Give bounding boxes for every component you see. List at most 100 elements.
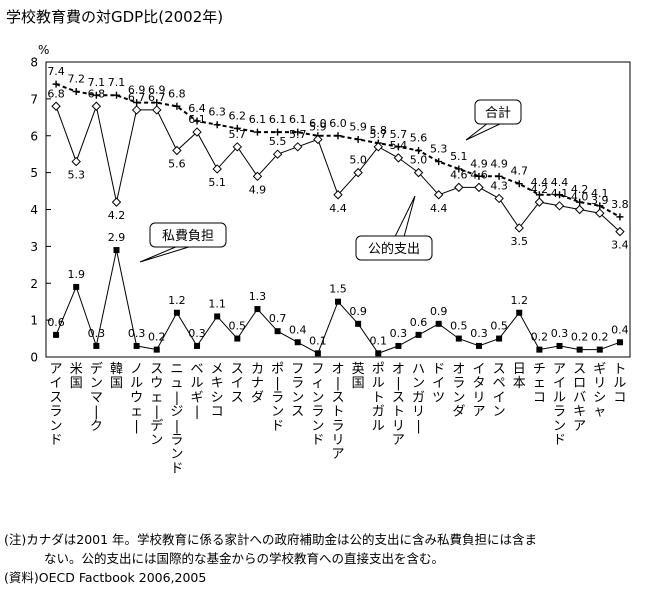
data-label-total: 6.3: [208, 106, 226, 119]
data-point-public: [131, 105, 142, 115]
callout-total-text: 合計: [485, 105, 511, 121]
data-point-total: [52, 80, 60, 88]
data-point-public: [454, 182, 464, 193]
data-point-public: [212, 164, 222, 174]
x-tick-label: オ|ストリア: [392, 362, 405, 448]
x-tick-label: オランダ: [452, 362, 465, 420]
data-point-total: [394, 143, 402, 151]
data-label-total: 4.4: [551, 176, 569, 189]
data-point-public: [91, 101, 102, 111]
x-tick-label: デンマ|ク: [90, 361, 103, 434]
data-label-total: 6.4: [188, 102, 206, 115]
data-label-public: 6.1: [188, 113, 206, 126]
data-point-private: [516, 309, 523, 316]
data-point-private: [395, 342, 402, 349]
data-label-total: 5.7: [390, 128, 408, 141]
data-point-public: [51, 101, 61, 111]
notes: (注)カナダは2001 年。学校教育に係る家計への政府補助金は公的支出に含み私費…: [4, 530, 650, 587]
data-point-public: [373, 142, 383, 152]
data-point-total: [334, 132, 342, 140]
data-label-total: 6.9: [128, 84, 146, 97]
data-point-total: [294, 128, 302, 136]
data-point-total: [193, 117, 201, 125]
x-tick-label: ニュ|ジ|ランド: [170, 362, 183, 476]
data-label-public: 5.6: [168, 158, 186, 171]
data-label-private: 0.3: [390, 327, 408, 340]
data-label-total: 4.7: [510, 165, 528, 178]
data-point-total: [556, 191, 564, 199]
callout-public-box: [355, 235, 433, 261]
data-label-total: 4.2: [571, 183, 589, 196]
data-label-public: 5.7: [289, 128, 307, 141]
data-label-total: 7.1: [108, 76, 126, 89]
data-label-public: 5.7: [370, 128, 388, 141]
data-label-total: 6.1: [289, 113, 307, 126]
data-point-total: [233, 124, 241, 132]
data-label-private: 0.9: [430, 305, 448, 318]
data-point-private: [556, 342, 563, 349]
data-label-public: 5.5: [269, 135, 287, 148]
data-label-total: 7.1: [88, 76, 106, 89]
y-tick-label: 4: [30, 203, 38, 217]
callout-private-text: 私費負担: [162, 229, 214, 244]
data-point-public: [554, 201, 565, 211]
data-point-private: [53, 331, 60, 338]
y-tick-label: 6: [30, 129, 38, 143]
data-label-public: 5.0: [410, 154, 428, 167]
data-point-total: [253, 128, 261, 136]
data-label-total: 6.9: [148, 84, 166, 97]
data-label-private: 0.2: [591, 331, 609, 344]
x-tick-label: 韓国: [110, 362, 123, 391]
data-point-private: [616, 339, 623, 346]
data-label-total: 6.1: [249, 113, 267, 126]
data-point-private: [113, 247, 120, 254]
data-label-private: 1.2: [510, 294, 528, 307]
data-label-total: 6.0: [329, 117, 347, 130]
callout-total-box: [474, 99, 522, 125]
data-label-public: 4.2: [531, 183, 549, 196]
x-tick-label: フィンランド: [311, 362, 324, 448]
note-line-1: (注)カナダは2001 年。学校教育に係る家計への政府補助金は公的支出に含み私費…: [4, 532, 538, 547]
data-point-public: [111, 197, 122, 207]
data-point-public: [494, 193, 504, 204]
data-point-public: [333, 190, 343, 200]
data-label-private: 0.1: [370, 334, 388, 347]
callout-total-pointer: [465, 122, 503, 141]
x-tick-label: 英国: [352, 362, 365, 391]
data-point-public: [172, 145, 182, 156]
data-label-public: 3.5: [510, 235, 528, 248]
data-point-private: [314, 350, 321, 357]
data-label-private: 1.1: [208, 297, 226, 310]
data-label-total: 6.2: [229, 109, 247, 122]
data-point-total: [495, 172, 503, 180]
data-point-public: [192, 127, 202, 137]
data-label-total: 5.9: [349, 120, 367, 133]
y-axis-unit: %: [38, 43, 49, 57]
data-label-total: 4.4: [531, 176, 549, 189]
data-point-private: [455, 335, 462, 342]
x-tick-label: フランス: [291, 362, 304, 420]
data-label-total: 6.0: [309, 117, 327, 130]
data-point-total: [153, 99, 161, 107]
data-label-public: 4.3: [490, 179, 508, 192]
data-point-total: [72, 88, 80, 95]
data-label-public: 6.7: [148, 91, 166, 104]
x-tick-label: スペイン: [493, 362, 506, 420]
data-point-private: [153, 346, 160, 353]
data-label-private: 0.3: [470, 327, 488, 340]
data-label-public: 4.4: [329, 202, 347, 215]
data-label-total: 4.1: [591, 187, 609, 200]
data-label-private: 0.6: [410, 316, 428, 329]
data-label-private: 2.9: [108, 231, 126, 244]
data-label-private: 0.4: [289, 323, 307, 336]
data-label-private: 0.5: [229, 320, 247, 333]
chart-title: 学校教育費の対GDP比(2002年): [6, 8, 224, 26]
data-point-public: [474, 182, 484, 193]
data-point-private: [335, 298, 341, 305]
data-point-total: [596, 202, 604, 210]
data-point-private: [355, 320, 362, 327]
data-point-public: [272, 149, 283, 159]
data-point-private: [194, 342, 201, 349]
data-point-public: [313, 134, 323, 145]
